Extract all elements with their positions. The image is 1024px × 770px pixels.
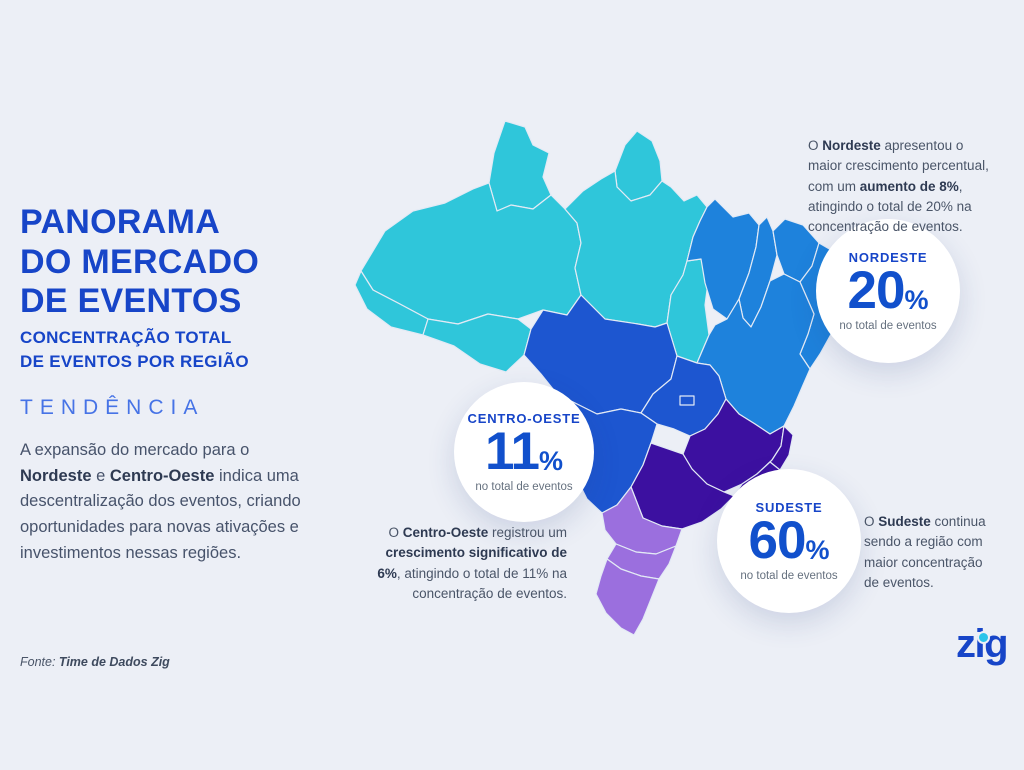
paragraph-text: indica uma descentralização dos eventos,… [20,466,301,562]
source-label: Fonte: [20,655,59,669]
trend-section-label: TENDÊNCIA [20,396,205,419]
brazil-map [354,120,858,636]
badge-number: 60 % [748,510,830,570]
source-note: Fonte: Time de Dados Zig [20,655,170,669]
note-text: apresentou o maior crescimento percentua… [808,138,989,194]
badge-number: 11 % [484,421,564,481]
title-line: DE EVENTOS [20,282,242,321]
title-line: PANORAMA [20,202,221,241]
subtitle-line: DE EVENTOS POR REGIÃO [20,352,249,372]
note-bold: Centro-Oeste [402,525,489,540]
badge-centro-oeste: CENTRO-OESTE 11 % no total de eventos [454,382,594,522]
note-nordeste: O Nordeste apresentou o maior cresciment… [808,136,996,237]
zig-logo-dot-icon [977,630,990,644]
note-text: continua sendo a região com maior concen… [864,514,986,590]
badge-region-label: SUDESTE [755,499,823,515]
note-text: registrou um [488,525,567,540]
note-bold: Nordeste [822,138,881,153]
state-roraima [488,120,552,212]
percent-sign: % [904,284,929,315]
badge-value: 60 [748,510,807,570]
percent-sign: % [539,445,564,476]
zig-logo: zig [956,624,1016,674]
state-rio-grande-do-sul [595,558,660,636]
paragraph-text: A expansão do mercado para o [20,441,250,459]
badge-caption: no total de eventos [740,570,838,583]
badge-region-label: NORDESTE [848,249,928,265]
state-rondonia [422,313,532,373]
badge-sudeste: SUDESTE 60 % no total de eventos [717,469,861,613]
badge-caption: no total de eventos [475,481,573,494]
badge-value: 20 [847,260,906,320]
source-value: Time de Dados Zig [58,655,170,669]
badge-value: 11 [484,421,540,481]
page-title: PANORAMA DO MERCADO DE EVENTOS [20,203,330,322]
note-text: , atingindo o total de 20% na concentraç… [808,178,972,235]
paragraph-bold: Centro-Oeste [109,466,215,485]
zig-logo-text: zig [956,622,1009,666]
note-text: O [864,514,879,529]
subtitle-line: CONCENTRAÇÃO TOTAL [20,328,232,348]
percent-sign: % [805,534,830,565]
note-text: , atingindo o total de 11% na concentraç… [396,565,567,601]
page-subtitle: CONCENTRAÇÃO TOTAL DE EVENTOS POR REGIÃO [20,326,330,374]
note-sudeste: O Sudeste continua sendo a região com ma… [864,512,996,593]
note-bold: crescimento significativo de 6% [377,545,567,581]
note-centro-oeste: O Centro-Oeste registrou um crescimento … [362,523,567,604]
badge-region-label: CENTRO-OESTE [467,410,581,426]
badge-caption: no total de eventos [839,320,937,333]
badge-number: 20 % [847,260,929,320]
note-bold: Sudeste [878,514,931,529]
note-bold: aumento de 8% [859,178,959,194]
badge-nordeste: NORDESTE 20 % no total de eventos [816,219,960,363]
paragraph-text: e [91,466,110,485]
state-distrito-federal [679,395,695,406]
trend-paragraph: A expansão do mercado para o Nordeste e … [20,438,322,567]
note-text: O [808,138,823,153]
title-line: DO MERCADO [20,242,260,281]
paragraph-bold: Nordeste [20,466,92,485]
note-text: O [388,525,403,540]
